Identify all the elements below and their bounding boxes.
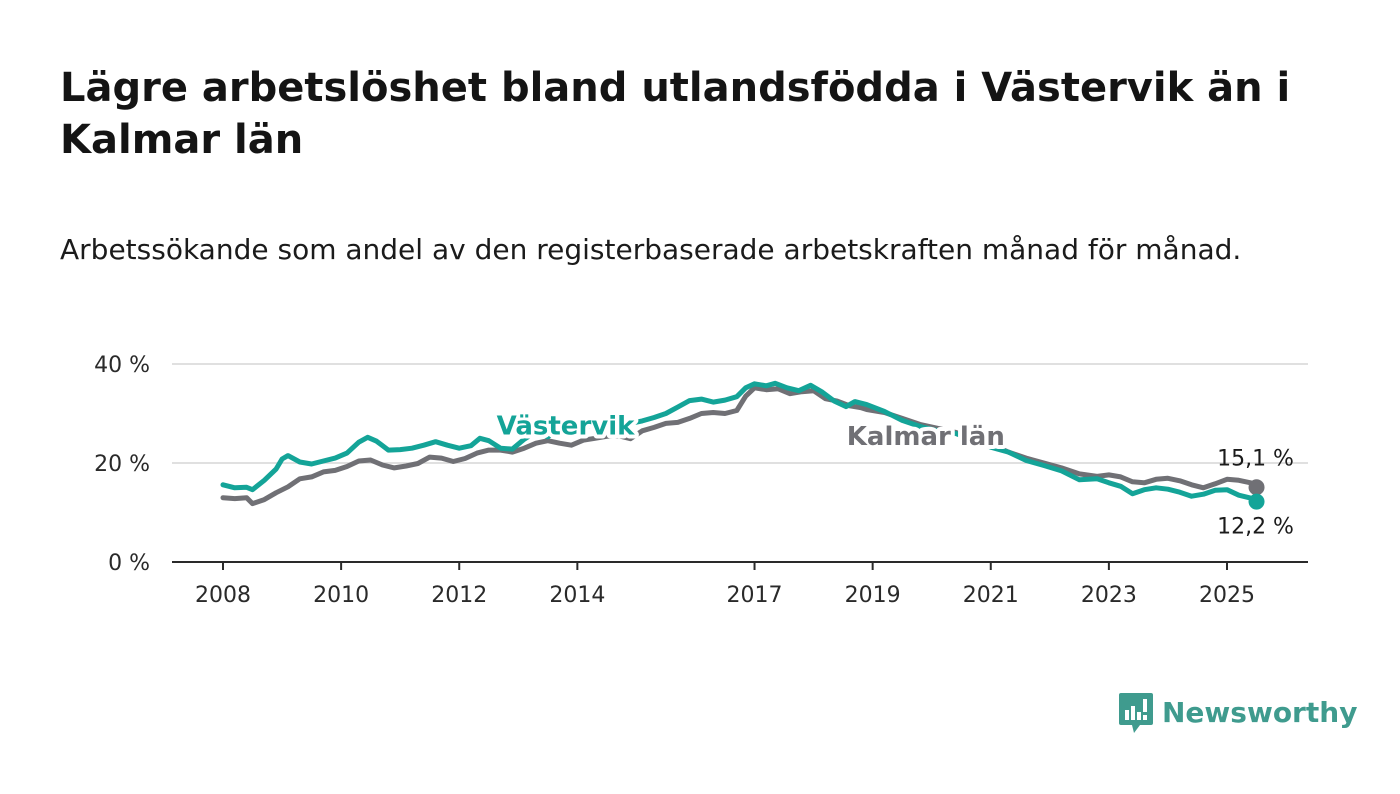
series-end-marker (1248, 493, 1265, 510)
line-chart: 0 % 20 % 40 % 2008 2010 2012 2014 2017 2019 2021… (94, 353, 1308, 608)
series-end-marker (1248, 479, 1265, 496)
series-line (220, 385, 1259, 507)
x-tick-label: 2017 (727, 583, 783, 608)
y-axis: 0 % 20 % 40 % (94, 353, 150, 576)
x-tick-label: 2014 (549, 583, 605, 608)
series-name-label: Kalmar län (847, 422, 1005, 452)
x-tick-label: 2019 (845, 583, 901, 608)
series-name-halo: Västervik (497, 411, 635, 441)
x-tick-label: 2012 (431, 583, 487, 608)
series-end-value-label: 12,2 % (1217, 515, 1294, 540)
x-tick-label: 2025 (1199, 583, 1255, 608)
x-tick-label: 2008 (195, 583, 251, 608)
x-tick-label: 2010 (313, 583, 369, 608)
chart-subtitle: Arbetssökande som andel av den registerb… (60, 233, 1242, 266)
x-axis: 2008 2010 2012 2014 2017 2019 2021 2023 2025 (172, 561, 1308, 608)
chart-title: Lägre arbetslöshet bland utlandsfödda i … (60, 65, 1291, 163)
y-tick-label: 20 % (94, 452, 150, 477)
newsworthy-logo-icon (1119, 693, 1153, 733)
gridlines (172, 363, 1308, 464)
y-tick-label: 0 % (108, 551, 150, 576)
x-tick-label: 2023 (1081, 583, 1137, 608)
y-tick-label: 40 % (94, 353, 150, 378)
series-name-halo: Kalmar län (847, 422, 1005, 452)
newsworthy-logo: Newsworthy (1118, 690, 1357, 734)
x-tick-label: 2021 (963, 583, 1019, 608)
series-lines (220, 380, 1265, 510)
series-line (220, 380, 1259, 505)
series-name-label: Västervik (497, 411, 635, 441)
series-end-value-label: 15,1 % (1217, 446, 1294, 471)
brand-name: Newsworthy (1162, 695, 1358, 729)
